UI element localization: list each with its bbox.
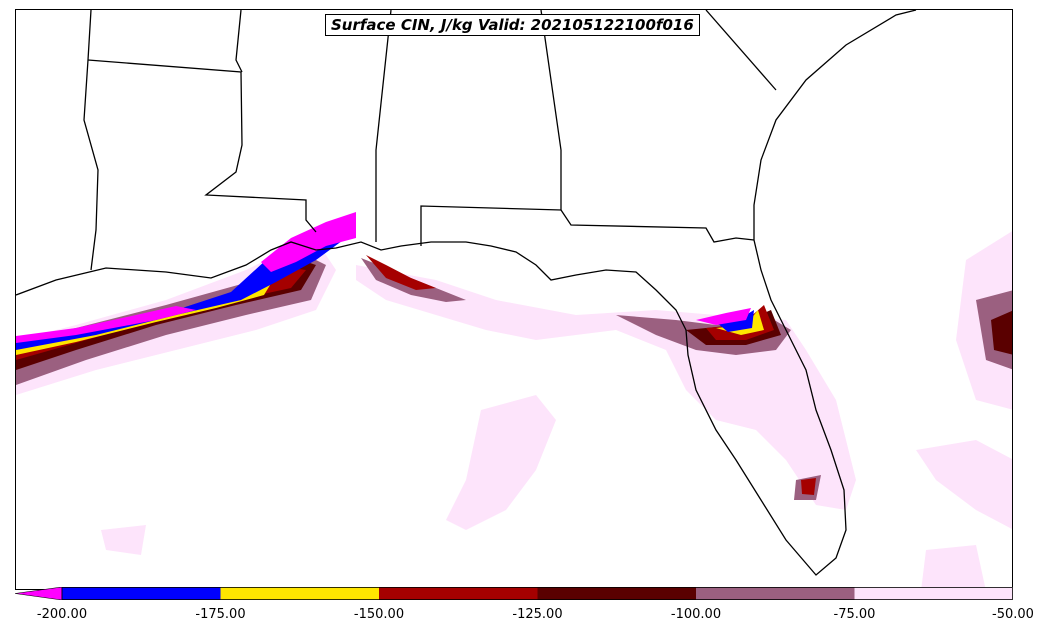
colorbar-tick-label: -175.00 bbox=[195, 607, 246, 622]
colorbar-bin bbox=[537, 587, 696, 600]
colorbar-extend-arrow bbox=[15, 587, 63, 600]
colorbar-bin bbox=[220, 587, 379, 600]
colorbar-tick-label: -100.00 bbox=[670, 607, 722, 622]
map-title: Surface CIN, J/kg Valid: 202105122100f01… bbox=[325, 14, 700, 36]
colorbar-tick-label: -125.00 bbox=[512, 607, 563, 622]
colorbar-outline bbox=[61, 587, 1013, 600]
colorbar bbox=[15, 587, 1013, 600]
cin-map bbox=[16, 10, 1012, 589]
colorbar-tick-label: -75.00 bbox=[833, 607, 876, 622]
cin-contour-light-pink bbox=[16, 231, 1012, 589]
colorbar-bin bbox=[379, 587, 538, 600]
colorbar-tick-label: -50.00 bbox=[992, 607, 1034, 622]
colorbar-bin bbox=[696, 587, 855, 600]
colorbar-tick-label: -200.00 bbox=[36, 607, 88, 622]
colorbar-bin bbox=[854, 587, 1013, 600]
cin-contour-magenta bbox=[16, 212, 751, 343]
map-panel bbox=[15, 9, 1013, 590]
coastline-and-borders bbox=[16, 10, 917, 576]
colorbar-tick-label: -150.00 bbox=[353, 607, 405, 622]
colorbar-bin bbox=[62, 587, 221, 600]
